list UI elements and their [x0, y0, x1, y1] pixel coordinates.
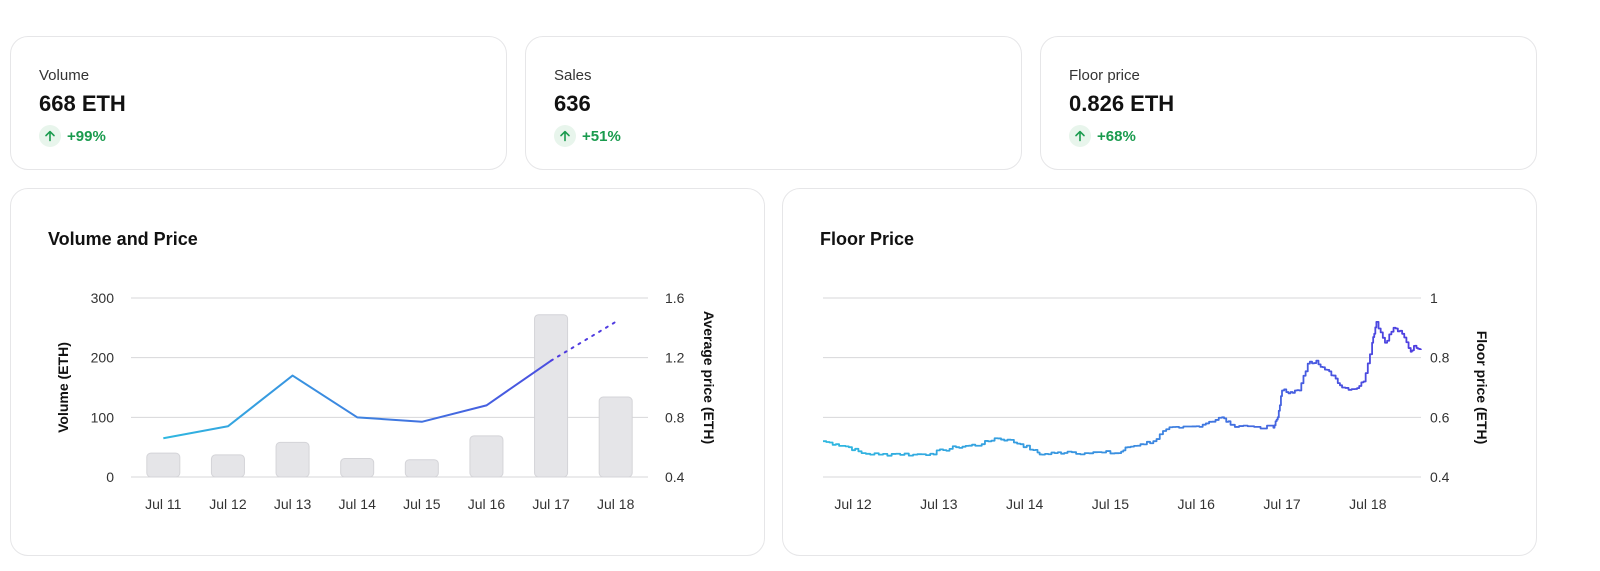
floor-price-stat-value: 0.826 ETH [1069, 91, 1175, 116]
sales-stat-value: 636 [554, 91, 591, 116]
volume-stat-change: +99% [39, 125, 106, 147]
x-tick-label: Jul 12 [209, 496, 247, 512]
x-tick-label: Jul 13 [920, 496, 958, 512]
volume-change-text: +99% [67, 127, 106, 145]
volume-bar[interactable] [598, 396, 633, 478]
y-tick-label: 300 [91, 290, 115, 306]
arrow-up-icon [39, 125, 61, 147]
volume-stat-value: 668 ETH [39, 91, 126, 116]
volume-stat-card: Volume 668 ETH +99% [10, 36, 507, 170]
volume-price-chart-card: Volume and Price 0 100 200 300 0.4 0.8 1.2 1.6 J… [10, 188, 765, 556]
volume-bar[interactable] [275, 441, 310, 478]
y-right-tick-label: 0.4 [665, 469, 685, 485]
average-price-line [163, 359, 552, 440]
floor-price-line [823, 320, 1422, 457]
y-right-tick-label: 1.6 [665, 290, 685, 306]
volume-bar[interactable] [534, 314, 569, 478]
arrow-up-icon [554, 125, 576, 147]
x-tick-label: Jul 15 [403, 496, 441, 512]
floor-price-chart-card: Floor Price 0.4 0.6 0.8 1 Jul 12 Jul 13 Jul 14… [782, 188, 1537, 556]
floor-price-chart: 0.4 0.6 0.8 1 Jul 12 Jul 13 Jul 14 Jul 15 Jul 16… [823, 290, 1490, 512]
x-tick-label: Jul 14 [1006, 496, 1044, 512]
y-right-tick-label: 0.8 [665, 409, 685, 425]
x-tick-label: Jul 14 [339, 496, 377, 512]
arrow-up-icon [1069, 125, 1091, 147]
volume-bar[interactable] [469, 435, 504, 478]
sales-stat-card: Sales 636 +51% [525, 36, 1022, 170]
x-tick-label: Jul 11 [145, 496, 182, 512]
x-tick-label: Jul 17 [1263, 496, 1301, 512]
volume-bar[interactable] [340, 458, 375, 478]
y-right-tick-label: 1 [1430, 290, 1438, 306]
x-tick-label: Jul 18 [1349, 496, 1387, 512]
volume-bar[interactable] [210, 454, 245, 478]
y-right-tick-label: 0.4 [1430, 469, 1450, 485]
floor-price-chart-title: Floor Price [820, 229, 915, 249]
x-tick-label: Jul 16 [1178, 496, 1216, 512]
y-right-axis-title: Floor price (ETH) [1474, 331, 1490, 445]
y-right-tick-label: 0.6 [1430, 409, 1450, 425]
floor-price-stat-card: Floor price 0.826 ETH +68% [1040, 36, 1537, 170]
sales-change-text: +51% [582, 127, 621, 145]
sales-stat-change: +51% [554, 125, 621, 147]
floor-price-change-text: +68% [1097, 127, 1136, 145]
sales-stat-label: Sales [554, 67, 592, 84]
y-right-tick-label: 0.8 [1430, 350, 1450, 366]
x-tick-label: Jul 12 [834, 496, 872, 512]
floor-price-stat-label: Floor price [1069, 67, 1140, 84]
volume-bar[interactable] [146, 452, 181, 478]
volume-stat-label: Volume [39, 67, 90, 84]
volume-price-chart: 0 100 200 300 0.4 0.8 1.2 1.6 Jul 11 Jul 12 Jul 13… [55, 290, 717, 512]
y-tick-label: 0 [106, 469, 114, 485]
y-right-tick-label: 1.2 [665, 350, 685, 366]
y-tick-label: 200 [91, 350, 115, 366]
y-right-axis-title: Average price (ETH) [701, 311, 717, 444]
x-tick-label: Jul 18 [597, 496, 635, 512]
x-tick-label: Jul 15 [1092, 496, 1130, 512]
floor-price-stat-change: +68% [1069, 125, 1136, 147]
volume-bar[interactable] [404, 459, 439, 478]
x-tick-label: Jul 17 [532, 496, 570, 512]
y-tick-label: 100 [91, 409, 115, 425]
x-tick-label: Jul 16 [468, 496, 506, 512]
volume-price-chart-title: Volume and Price [48, 229, 198, 249]
x-tick-label: Jul 13 [274, 496, 312, 512]
y-axis-title: Volume (ETH) [55, 342, 71, 433]
